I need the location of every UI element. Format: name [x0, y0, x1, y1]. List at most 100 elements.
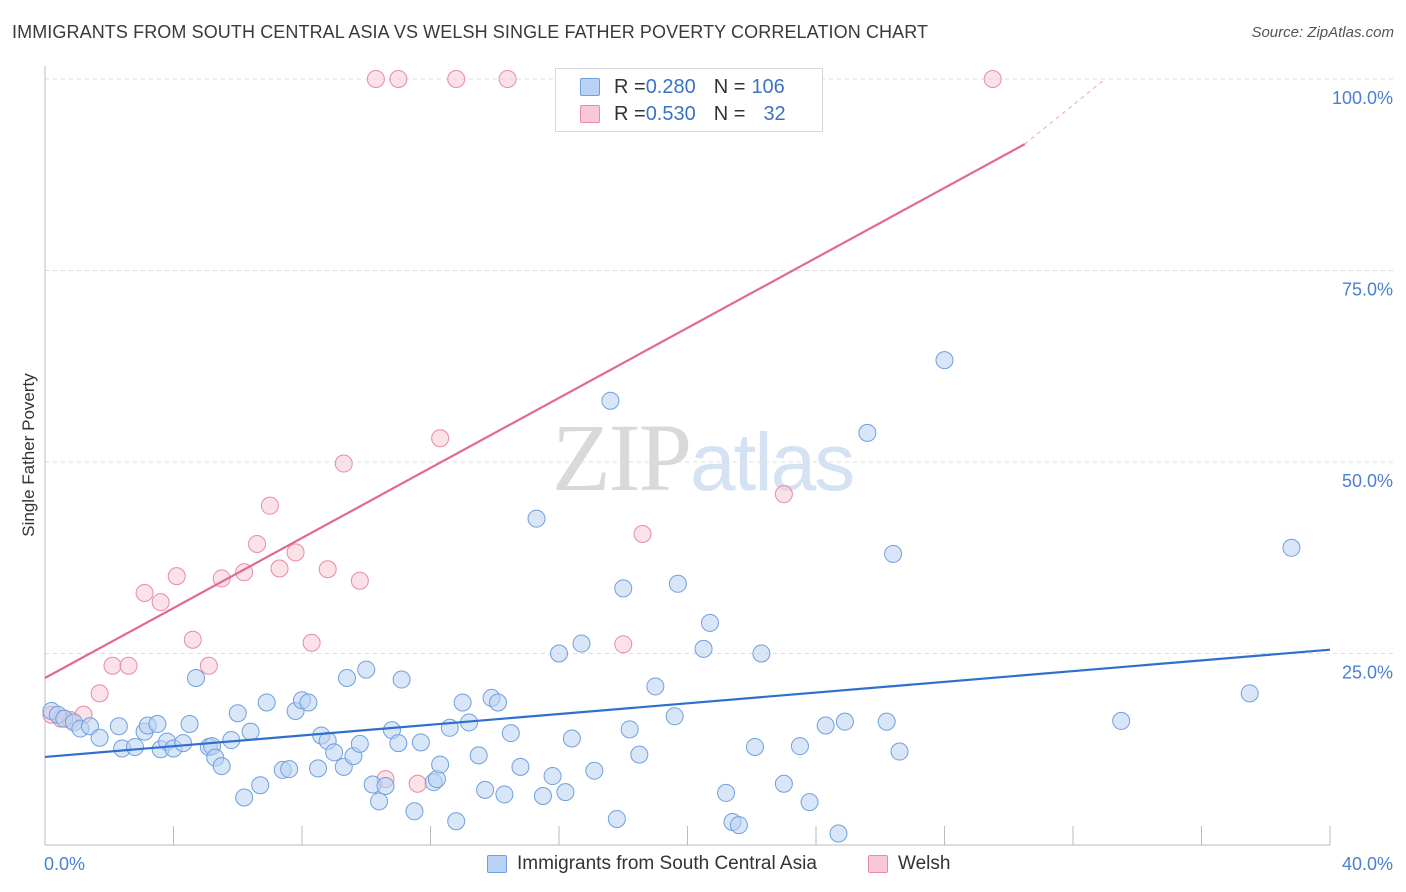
welsh-point — [199, 656, 218, 675]
y-axis-tick-labels: 25.0% 50.0% 75.0% 100.0% — [1332, 88, 1393, 683]
y-tick-label: 25.0% — [1342, 663, 1393, 683]
immigrants-point — [376, 777, 395, 796]
immigrants-point — [585, 761, 604, 780]
immigrants-point — [299, 693, 318, 712]
immigrants-point — [453, 693, 472, 712]
immigrants-point — [228, 704, 247, 723]
immigrants-point — [389, 734, 408, 753]
immigrants-point — [800, 793, 819, 812]
series-legend-immigrants: Immigrants from South Central Asia — [487, 851, 817, 877]
immigrants-point — [1282, 538, 1301, 557]
x-tick-label-min: 0.0% — [44, 854, 85, 874]
welsh-point — [183, 630, 202, 649]
immigrants-point — [884, 544, 903, 563]
immigrants-point — [572, 634, 591, 653]
welsh-trend-line — [44, 143, 1026, 679]
welsh-point — [774, 485, 793, 504]
welsh-point — [366, 70, 385, 88]
immigrants-point — [607, 809, 626, 828]
immigrants-point — [212, 757, 231, 776]
welsh-trend-extension — [1024, 78, 1106, 145]
immigrants-point — [447, 812, 466, 831]
legend-n-label: N = — [713, 75, 746, 98]
welsh-point — [248, 534, 267, 553]
legend-n-value: 32 — [763, 102, 786, 125]
legend-r-value: 0.530 — [645, 102, 696, 125]
immigrants-point — [1112, 711, 1131, 730]
immigrants-point — [357, 660, 376, 679]
series-label-welsh: Welsh — [898, 853, 951, 874]
immigrants-point — [309, 759, 328, 778]
welsh-point — [302, 633, 321, 652]
watermark-zip: ZIP — [552, 404, 692, 511]
legend-r-label: R = — [614, 102, 646, 125]
y-tick-label: 100.0% — [1332, 88, 1393, 108]
immigrants-point — [174, 734, 193, 753]
immigrants-point — [511, 757, 530, 776]
immigrants-point — [935, 351, 954, 370]
y-axis-title: Single Father Poverty — [19, 373, 38, 537]
immigrants-point — [700, 613, 719, 632]
immigrants-point — [890, 742, 909, 761]
welsh-point — [431, 429, 450, 448]
welsh-point — [119, 656, 138, 675]
immigrants-point — [392, 670, 411, 689]
immigrants-point — [630, 745, 649, 764]
welsh-point — [151, 593, 170, 612]
immigrants-point — [752, 644, 771, 663]
zipatlas-watermark: ZIPatlas — [552, 402, 855, 513]
welsh-points — [42, 70, 1002, 793]
series-swatch-blue — [487, 855, 507, 873]
immigrants-point — [665, 707, 684, 726]
welsh-point — [318, 560, 337, 579]
source-credit: Source: ZipAtlas.com — [1251, 24, 1394, 41]
welsh-point — [350, 571, 369, 590]
immigrants-point — [241, 722, 260, 741]
immigrants-point — [835, 712, 854, 731]
y-tick-label: 50.0% — [1342, 471, 1393, 491]
welsh-point — [103, 656, 122, 675]
legend-n-value: 106 — [751, 75, 785, 98]
immigrants-point — [533, 786, 552, 805]
immigrants-point — [668, 574, 687, 593]
correlation-legend: R = 0.280 N = 106 R = 0.530 N = 32 — [555, 68, 823, 132]
immigrants-point — [601, 391, 620, 410]
immigrants-point — [125, 737, 144, 756]
immigrants-point — [774, 774, 793, 793]
welsh-point — [614, 635, 633, 654]
immigrants-point — [501, 724, 520, 743]
legend-r-label: R = — [614, 75, 646, 98]
immigrants-point — [816, 716, 835, 735]
series-swatch-pink — [868, 855, 888, 873]
immigrants-point — [251, 776, 270, 795]
welsh-point — [260, 496, 279, 515]
immigrants-point — [469, 746, 488, 765]
immigrants-point — [1240, 684, 1259, 703]
immigrants-point — [646, 677, 665, 696]
immigrants-point — [411, 733, 430, 752]
welsh-point — [135, 583, 154, 602]
immigrants-point — [620, 720, 639, 739]
immigrants-point — [431, 755, 450, 774]
welsh-point — [633, 525, 652, 544]
immigrants-point — [745, 737, 764, 756]
immigrants-point — [829, 824, 848, 843]
chart-title: IMMIGRANTS FROM SOUTH CENTRAL ASIA VS WE… — [12, 22, 929, 42]
immigrants-point — [186, 669, 205, 688]
immigrants-trend-line — [44, 648, 1331, 759]
immigrants-point — [858, 423, 877, 442]
immigrants-point — [350, 734, 369, 753]
immigrants-point — [790, 737, 809, 756]
immigrants-point — [325, 743, 344, 762]
legend-row-welsh: R = 0.530 N = 32 — [580, 102, 786, 126]
immigrants-point — [109, 717, 128, 736]
immigrants-point — [370, 792, 389, 811]
welsh-point — [389, 70, 408, 88]
trend-lines — [44, 78, 1331, 759]
x-tick-label-max: 40.0% — [1342, 854, 1393, 874]
immigrants-point — [90, 728, 109, 747]
x-axis-ticks — [44, 826, 1331, 845]
legend-row-immigrants: R = 0.280 N = 106 — [580, 75, 785, 99]
legend-swatch-pink — [580, 105, 600, 123]
